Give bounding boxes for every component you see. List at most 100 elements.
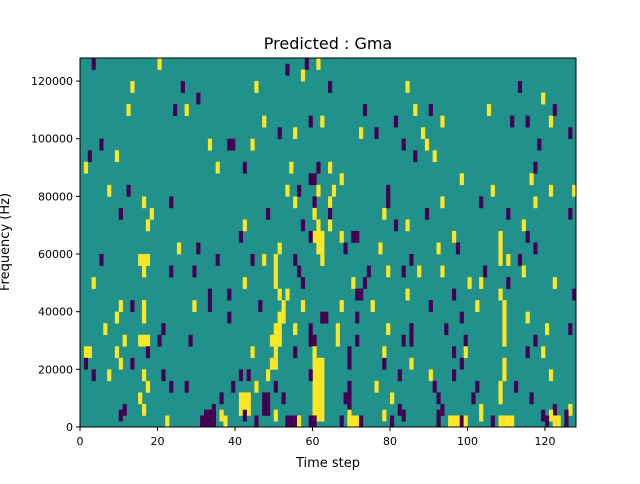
heatmap-cell xyxy=(207,300,213,312)
heatmap-cell xyxy=(359,127,364,140)
heatmap-cell xyxy=(498,415,515,428)
heatmap-cell xyxy=(339,415,344,428)
heatmap-cell xyxy=(514,380,519,393)
heatmap-cell xyxy=(552,415,561,428)
heatmap-cell xyxy=(459,357,464,370)
heatmap-cell xyxy=(273,380,278,393)
heatmap-cell xyxy=(149,207,154,220)
heatmap-cell xyxy=(463,346,468,359)
heatmap-cell xyxy=(142,300,147,312)
heatmap-cell xyxy=(397,369,402,382)
heatmap-cell xyxy=(382,346,387,359)
heatmap-cell xyxy=(142,196,147,209)
heatmap-cell xyxy=(463,334,468,347)
heatmap-cell xyxy=(521,265,526,278)
heatmap-cell xyxy=(250,138,255,151)
heatmap-cell xyxy=(304,58,309,70)
heatmap-cell xyxy=(564,415,569,428)
heatmap-cell xyxy=(382,357,387,370)
heatmap-cell xyxy=(118,300,123,312)
x-tick-label: 20 xyxy=(151,435,165,448)
heatmap-cell xyxy=(138,334,151,347)
heatmap-cell xyxy=(122,403,127,416)
heatmap-cell xyxy=(502,369,507,382)
heatmap-cell xyxy=(250,254,255,266)
x-tick-label: 40 xyxy=(228,435,242,448)
y-tick-label: 120000 xyxy=(31,75,73,88)
heatmap-cell xyxy=(281,300,286,312)
heatmap-cell xyxy=(486,104,492,116)
heatmap-cell xyxy=(300,277,306,289)
heatmap-cell xyxy=(475,380,480,393)
heatmap-cell xyxy=(506,277,511,289)
heatmap-cell xyxy=(169,196,174,209)
heatmap-cell xyxy=(328,161,333,174)
heatmap-cell xyxy=(351,230,360,243)
heatmap-cell xyxy=(320,115,325,128)
heatmap-cell xyxy=(227,311,232,324)
heatmap-cell xyxy=(393,115,399,128)
heatmap-cell xyxy=(390,415,395,428)
heatmap-cell xyxy=(386,196,391,209)
heatmap-cell xyxy=(517,81,523,93)
heatmap-cell xyxy=(386,323,391,336)
heatmap-cell xyxy=(142,369,147,382)
heatmap-cell xyxy=(254,415,259,428)
heatmap-cell xyxy=(145,219,151,232)
x-axis: 0 20 40 60 80 100 120 xyxy=(77,427,556,448)
heatmap-cell xyxy=(138,392,143,405)
heatmap-cell xyxy=(382,409,387,422)
heatmap-cell xyxy=(196,92,201,105)
heatmap-cell xyxy=(548,409,554,422)
heatmap-cell xyxy=(440,115,445,128)
heatmap-cell xyxy=(335,323,340,336)
heatmap-cell xyxy=(173,104,178,116)
heatmap-cell xyxy=(207,138,213,151)
y-axis: 0 20000 40000 60000 80000 100000 120000 xyxy=(31,75,80,434)
heatmap-cell xyxy=(335,334,340,347)
heatmap-cell xyxy=(498,380,503,393)
heatmap-cell xyxy=(227,288,232,301)
heatmap-cell xyxy=(297,184,302,197)
heatmap-cell xyxy=(99,138,104,151)
heatmap-cell xyxy=(308,173,317,186)
heatmap-cell xyxy=(145,346,151,359)
heatmap-cell xyxy=(308,369,313,382)
heatmap-cell xyxy=(277,311,286,324)
heatmap-cell xyxy=(452,288,457,301)
heatmap-cell xyxy=(572,288,577,301)
heatmap-cell xyxy=(316,242,325,255)
heatmap-cell xyxy=(347,415,360,428)
heatmap-cell xyxy=(145,380,151,393)
heatmap-cell xyxy=(266,369,271,382)
heatmap-cell xyxy=(316,184,321,197)
heatmap-cell xyxy=(541,409,546,422)
heatmap-cell xyxy=(297,415,302,428)
heatmap-cell xyxy=(541,346,546,359)
heatmap-cell xyxy=(424,207,430,220)
heatmap-cell xyxy=(463,415,468,428)
heatmap-cell xyxy=(312,346,317,359)
y-tick-label: 80000 xyxy=(38,190,73,203)
heatmap-cell xyxy=(386,265,391,278)
heatmap-cell xyxy=(440,403,445,416)
heatmap-cell xyxy=(262,392,271,405)
heatmap-cell xyxy=(498,288,503,301)
heatmap-cell xyxy=(130,81,135,93)
heatmap-cell xyxy=(184,104,189,116)
heatmap-cell xyxy=(452,369,457,382)
heatmap-cell xyxy=(401,138,406,151)
heatmap-cell xyxy=(269,357,278,370)
heatmap-cell xyxy=(316,58,321,70)
heatmap-cell xyxy=(107,184,112,197)
heatmap-cell xyxy=(196,242,201,255)
heatmap-background xyxy=(80,58,576,427)
heatmap-cell xyxy=(258,300,263,312)
heatmap-cell xyxy=(440,196,445,209)
y-tick-label: 40000 xyxy=(38,306,73,319)
heatmap-cell xyxy=(328,207,333,220)
heatmap-cell xyxy=(184,380,189,393)
heatmap-cell xyxy=(339,173,344,186)
heatmap-cell xyxy=(312,357,325,370)
heatmap-cell xyxy=(277,288,282,301)
